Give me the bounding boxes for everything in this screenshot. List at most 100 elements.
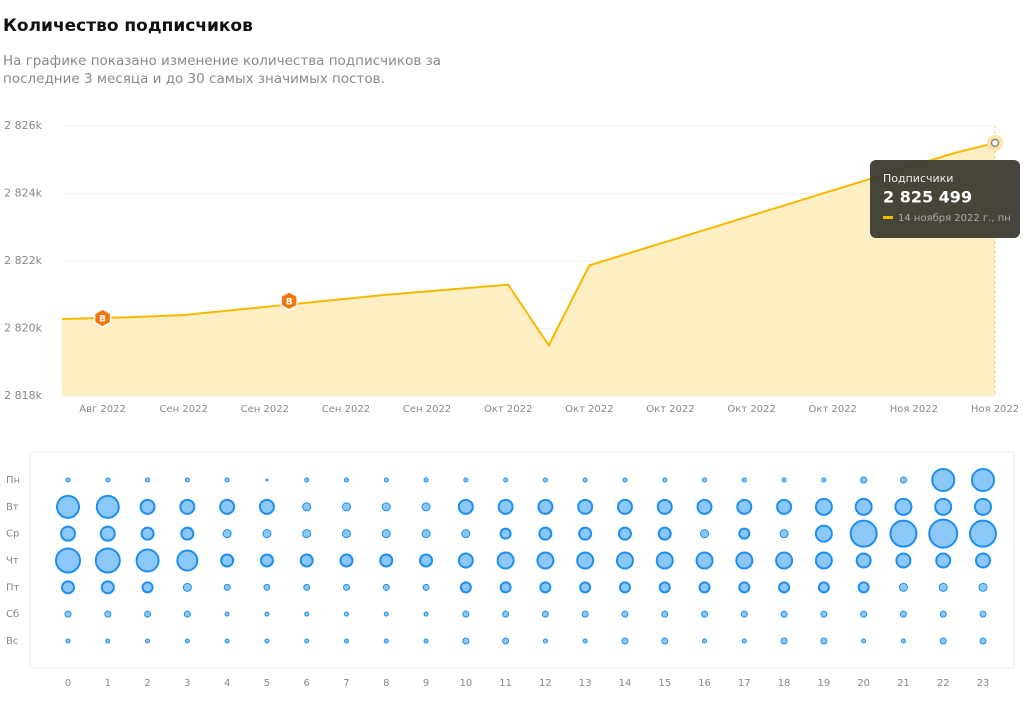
bubble — [889, 519, 918, 548]
x-tick-label: Авг 2022 — [79, 404, 126, 415]
bubble — [854, 497, 873, 516]
bubble — [457, 552, 474, 569]
bubble — [263, 583, 271, 591]
bubble — [259, 553, 274, 568]
bubble — [738, 581, 751, 594]
bubble — [935, 552, 952, 569]
bubble — [382, 583, 390, 591]
bubble — [182, 582, 192, 592]
bubble — [975, 552, 991, 569]
bubble — [615, 551, 634, 570]
bubble — [105, 477, 111, 483]
x-category-label: 9 — [423, 678, 429, 689]
point — [990, 138, 1000, 148]
bubble — [64, 610, 72, 618]
x-tick-label: Окт 2022 — [809, 404, 857, 415]
bubble — [339, 553, 354, 568]
bubble — [928, 518, 959, 549]
bubble — [383, 477, 389, 483]
y-category-label: Пн — [6, 475, 20, 486]
bubble — [503, 477, 509, 483]
bubble — [95, 494, 120, 519]
bubble — [542, 638, 548, 644]
bubble — [622, 477, 628, 483]
bubble — [617, 526, 632, 541]
bubble — [304, 611, 310, 617]
y-category-label: Ср — [6, 529, 19, 540]
x-tick-label: Сен 2022 — [241, 404, 289, 415]
bubble — [184, 638, 190, 644]
bubble — [176, 549, 199, 572]
bubble — [860, 476, 868, 484]
bubble — [971, 468, 995, 492]
bubble — [502, 610, 510, 618]
bubble-panel — [29, 451, 1015, 669]
bubble — [499, 581, 512, 594]
bubble — [383, 638, 389, 644]
bubble — [900, 638, 906, 644]
bubble — [343, 477, 349, 483]
x-tick-label: Сен 2022 — [322, 404, 370, 415]
bubble — [934, 497, 953, 516]
bubble — [696, 498, 713, 515]
x-tick-label: Ноя 2022 — [890, 404, 938, 415]
x-category-label: 22 — [937, 678, 950, 689]
bubble — [621, 610, 629, 618]
y-tick-label: 2 822k — [4, 254, 42, 267]
bubble — [898, 582, 908, 592]
bubble — [55, 547, 81, 574]
bubble — [817, 581, 830, 594]
bubble — [423, 611, 429, 617]
bubble — [223, 583, 231, 591]
bubble — [662, 477, 668, 483]
bubble — [939, 637, 947, 645]
bubble — [979, 637, 987, 645]
bubble — [814, 551, 833, 570]
bubble — [100, 580, 115, 595]
bubble — [381, 502, 391, 512]
bubble — [139, 498, 156, 515]
x-category-label: 12 — [539, 678, 552, 689]
bubble — [779, 529, 789, 539]
bubble — [736, 498, 753, 515]
bubble — [262, 529, 272, 539]
bubble — [857, 581, 870, 594]
tooltip-date: 14 ноября 2022 г., пн — [898, 213, 1011, 224]
x-category-label: 20 — [857, 678, 870, 689]
bubble — [616, 498, 633, 515]
x-category-label: 1 — [105, 678, 111, 689]
bubble — [740, 610, 748, 618]
bubble — [542, 477, 548, 483]
bubble — [224, 611, 230, 617]
bubble — [184, 477, 190, 483]
x-tick-label: Окт 2022 — [565, 404, 613, 415]
bubble — [302, 529, 312, 539]
bubble — [579, 581, 592, 594]
x-tick-label: Сен 2022 — [403, 404, 451, 415]
bubble — [299, 553, 314, 568]
subtitle: последние 3 месяца и до 30 самых значимы… — [3, 71, 385, 87]
bubble — [655, 551, 674, 570]
bubble — [894, 497, 913, 516]
bubble — [860, 610, 868, 618]
bubble — [576, 551, 595, 570]
y-category-label: Вс — [6, 636, 18, 647]
bubble — [461, 529, 471, 539]
badge-label: B — [286, 297, 293, 307]
bubble — [135, 548, 160, 573]
bubble — [65, 638, 71, 644]
bubble — [814, 497, 833, 516]
bubble — [343, 611, 349, 617]
bubble — [258, 498, 275, 515]
y-category-label: Чт — [6, 556, 19, 567]
bubble — [741, 638, 747, 644]
bubble — [304, 477, 310, 483]
bubble — [381, 529, 391, 539]
x-category-label: 2 — [144, 678, 150, 689]
bubble — [60, 525, 76, 542]
bubble — [814, 524, 833, 543]
bubble — [180, 526, 195, 541]
bubble — [578, 526, 593, 541]
bubble — [422, 583, 430, 591]
